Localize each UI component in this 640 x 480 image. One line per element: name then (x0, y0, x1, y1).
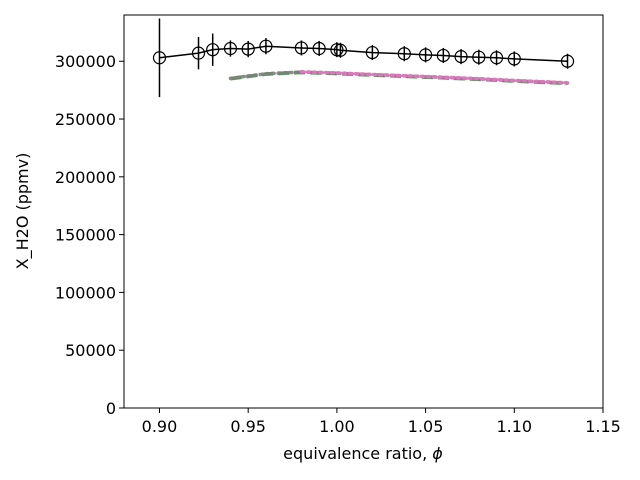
x-tick-label: 1.15 (585, 417, 621, 436)
data-point (436, 48, 450, 63)
data-point (294, 41, 309, 55)
data-point (312, 41, 326, 56)
data-point (489, 51, 504, 65)
y-axis-label: X_H2O (ppmv) (13, 153, 33, 270)
x-axis-label: equivalence ratio, ϕ (283, 444, 443, 463)
y-tick-label: 100000 (55, 283, 116, 302)
data-point (259, 39, 273, 53)
data-point (365, 45, 379, 60)
data-point (454, 50, 468, 64)
x-axis-label-text: equivalence ratio, (283, 444, 432, 463)
data-point (241, 42, 255, 56)
data-point (191, 46, 206, 60)
y-tick-label: 50000 (65, 341, 116, 360)
experiment-series-line (159, 45, 568, 62)
data-point (152, 51, 167, 65)
model-series-line-4 (299, 70, 570, 85)
y-tick-label: 0 (106, 399, 116, 418)
y-tick-label: 300000 (55, 52, 116, 71)
x-tick-label: 0.90 (142, 417, 178, 436)
data-point (206, 43, 220, 57)
data-point (223, 41, 238, 56)
data-point (397, 47, 411, 61)
y-tick-label: 200000 (55, 168, 116, 187)
data-point (333, 43, 348, 57)
x-tick-label: 0.95 (230, 417, 266, 436)
x-tick-label: 1.05 (408, 417, 444, 436)
x-tick-label: 1.10 (496, 417, 532, 436)
x-tick-label: 1.00 (319, 417, 355, 436)
data-point (507, 52, 521, 66)
plot-layer (152, 18, 575, 98)
data-point (472, 50, 486, 64)
x-axis-label-symbol: ϕ (432, 444, 443, 463)
data-point (560, 54, 575, 68)
plot-frame (123, 14, 604, 409)
y-tick-label: 250000 (55, 110, 116, 129)
y-tick-label: 150000 (55, 226, 116, 245)
data-point (418, 48, 433, 62)
ticks-layer: 0.90 0.95 1.00 1.05 1.10 1.15 0 50000 100000 1500… (55, 52, 621, 436)
